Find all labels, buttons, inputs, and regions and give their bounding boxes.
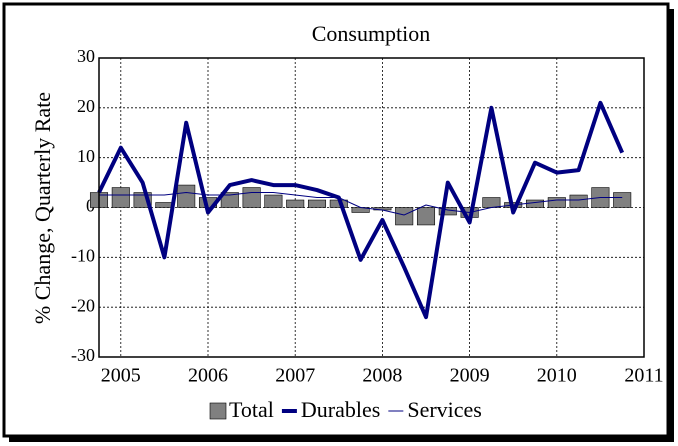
bar: [569, 194, 588, 208]
y-tick-label: -20: [71, 295, 95, 315]
bar: [111, 187, 130, 208]
legend-swatch: [209, 402, 227, 420]
chart-title: Consumption: [312, 21, 431, 46]
x-tick-label: 2010: [537, 365, 577, 387]
x-tick-label: 2008: [362, 365, 402, 387]
legend-label: Durables: [301, 397, 380, 422]
bar: [613, 192, 632, 208]
bar: [155, 202, 174, 208]
x-tick-label: 2007: [275, 365, 315, 387]
bar: [264, 194, 283, 208]
bar: [177, 184, 196, 208]
x-tick-label: 2011: [624, 365, 663, 387]
bar: [242, 187, 261, 208]
plot-border: [98, 57, 645, 358]
x-tick-label: 2006: [188, 365, 228, 387]
y-tick-label: 30: [77, 46, 95, 66]
bar: [525, 199, 545, 208]
bar: [482, 197, 501, 208]
bar: [286, 199, 305, 208]
x-tick-label: 2009: [450, 365, 490, 387]
y-tick-label: 10: [77, 146, 95, 166]
legend-label: Total: [229, 397, 274, 422]
y-tick-label: -10: [71, 245, 95, 265]
legend-label: Services: [407, 397, 482, 422]
bar: [416, 207, 436, 226]
y-tick-label: -30: [71, 345, 95, 365]
y-tick-label: 20: [77, 96, 95, 116]
line: [99, 192, 623, 216]
bar: [547, 197, 566, 208]
bar: [220, 192, 239, 208]
bar: [307, 199, 327, 208]
line: [97, 100, 625, 320]
x-tick-label: 2005: [101, 365, 141, 387]
bar: [395, 207, 414, 226]
y-axis-label: % Change, Quarterly Rate: [30, 92, 55, 324]
